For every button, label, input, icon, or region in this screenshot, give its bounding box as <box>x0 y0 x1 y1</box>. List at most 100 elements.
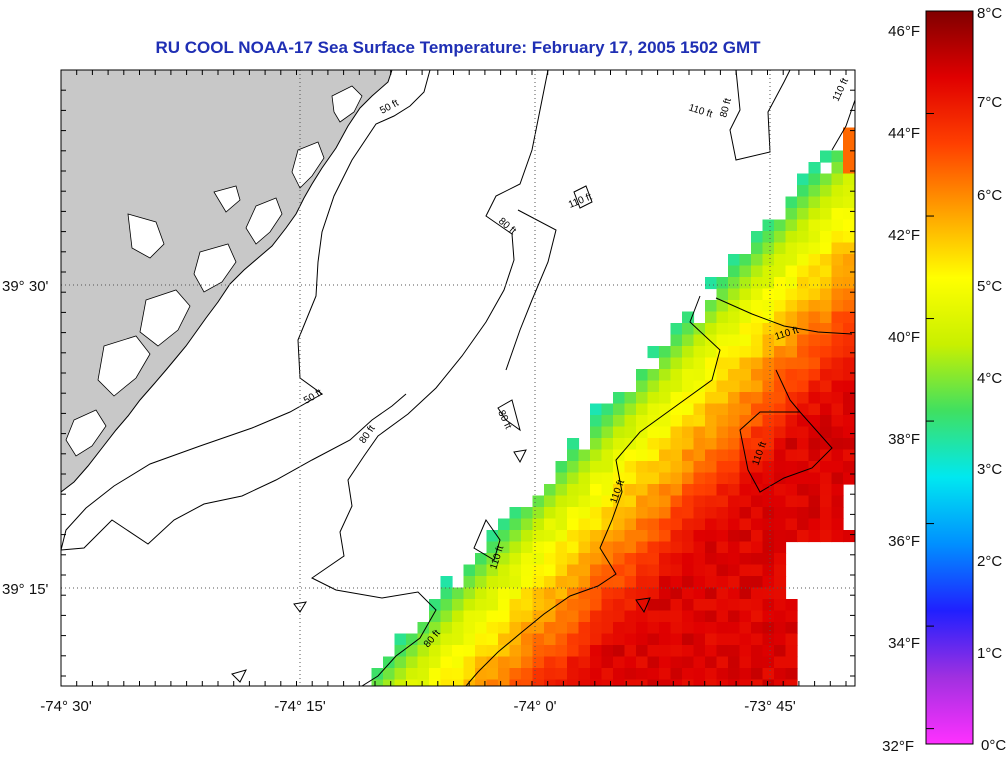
sst-pixel <box>682 415 695 428</box>
sst-pixel <box>843 346 855 359</box>
sst-pixel <box>728 576 741 589</box>
sst-pixel <box>751 668 764 681</box>
sst-pixel <box>854 380 855 393</box>
sst-pixel <box>774 231 787 244</box>
sst-pixel <box>705 610 718 623</box>
sst-pixels <box>371 127 855 686</box>
sst-pixel <box>521 518 534 531</box>
sst-pixel <box>831 242 844 255</box>
sst-pixel <box>854 265 855 278</box>
sst-pixel <box>567 472 580 485</box>
sst-pixel <box>613 415 626 428</box>
sst-pixel <box>475 553 488 566</box>
sst-pixel <box>785 392 798 405</box>
sst-pixel <box>670 472 683 485</box>
sst-pixel <box>659 610 672 623</box>
sst-pixel <box>808 346 821 359</box>
sst-pixel <box>624 472 637 485</box>
sst-pixel <box>590 461 603 474</box>
sst-pixel <box>831 311 844 324</box>
sst-pixel <box>739 334 752 347</box>
sst-pixel <box>774 288 787 301</box>
sst-pixel <box>797 392 810 405</box>
sst-pixel <box>659 656 672 669</box>
sst-pixel <box>636 484 649 497</box>
sst-pixel <box>693 656 706 669</box>
sst-pixel <box>406 633 419 646</box>
sst-pixel <box>509 645 522 658</box>
sst-pixel <box>808 403 821 416</box>
sst-pixel <box>613 599 626 612</box>
sst-pixel <box>820 219 833 232</box>
sst-pixel <box>854 392 855 405</box>
sst-pixel <box>751 622 764 635</box>
sst-pixel <box>705 426 718 439</box>
sst-pixel <box>820 507 833 520</box>
sst-pixel <box>521 553 534 566</box>
sst-pixel <box>394 656 407 669</box>
sst-pixel <box>762 369 775 382</box>
sst-pixel <box>578 668 591 681</box>
sst-pixel <box>762 449 775 462</box>
sst-pixel <box>682 357 695 370</box>
sst-pixel <box>785 668 798 681</box>
sst-pixel <box>578 507 591 520</box>
contour-small-5 <box>231 669 247 683</box>
sst-pixel <box>682 449 695 462</box>
sst-pixel <box>601 518 614 531</box>
sst-pixel <box>843 472 855 485</box>
sst-pixel <box>705 311 718 324</box>
sst-pixel <box>693 633 706 646</box>
sst-pixel <box>751 300 764 313</box>
sst-pixel <box>613 461 626 474</box>
sst-pixel <box>774 334 787 347</box>
sst-pixel <box>590 668 603 681</box>
sst-pixel <box>544 622 557 635</box>
sst-pixel <box>486 587 499 600</box>
sst-pixel <box>728 679 741 686</box>
sst-pixel <box>647 645 660 658</box>
sst-pixel <box>613 541 626 554</box>
sst-pixel <box>808 449 821 462</box>
sst-pixel <box>774 277 787 290</box>
sst-pixel <box>705 679 718 686</box>
sst-pixel <box>624 668 637 681</box>
sst-pixel <box>693 346 706 359</box>
sst-pixel <box>751 633 764 646</box>
sst-pixel <box>521 530 534 543</box>
sst-pixel <box>613 622 626 635</box>
sst-pixel <box>578 656 591 669</box>
sst-pixel <box>567 438 580 451</box>
sst-pixel <box>624 415 637 428</box>
sst-pixel <box>624 403 637 416</box>
sst-pixel <box>843 231 855 244</box>
sst-pixel <box>820 288 833 301</box>
sst-pixel <box>509 587 522 600</box>
sst-pixel <box>682 645 695 658</box>
sst-pixel <box>854 196 855 209</box>
sst-pixel <box>797 518 810 531</box>
colorbar-f-label: 38°F <box>888 431 920 448</box>
sst-pixel <box>647 541 660 554</box>
sst-pixel <box>774 484 787 497</box>
sst-pixel <box>785 415 798 428</box>
sst-pixel <box>716 484 729 497</box>
sst-pixel <box>716 576 729 589</box>
sst-pixel <box>831 415 844 428</box>
sst-pixel <box>670 403 683 416</box>
sst-pixel <box>498 668 511 681</box>
sst-pixel <box>624 633 637 646</box>
sst-pixel <box>659 564 672 577</box>
sst-pixel <box>739 369 752 382</box>
sst-pixel <box>716 426 729 439</box>
sst-pixel <box>797 300 810 313</box>
sst-pixel <box>854 403 855 416</box>
sst-pixel <box>452 656 465 669</box>
sst-pixel <box>843 449 855 462</box>
sst-pixel <box>647 587 660 600</box>
sst-pixel <box>762 610 775 623</box>
sst-pixel <box>624 564 637 577</box>
sst-pixel <box>555 553 568 566</box>
sst-pixel <box>739 392 752 405</box>
sst-pixel <box>739 518 752 531</box>
